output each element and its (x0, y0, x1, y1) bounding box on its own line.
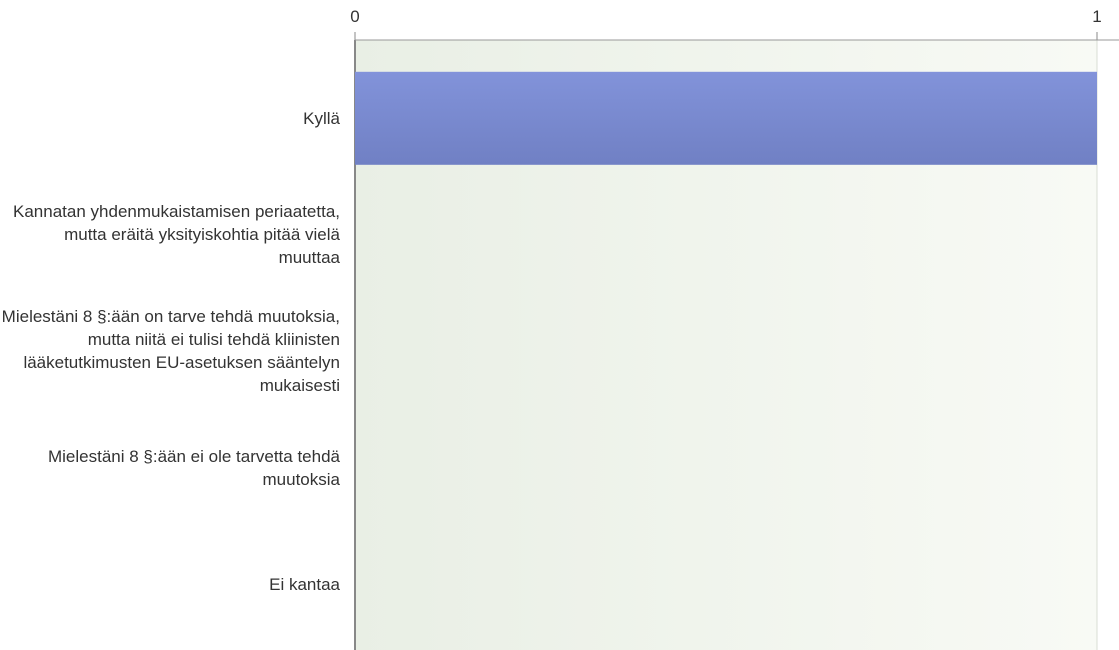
y-tick-label: Kyllä (303, 108, 340, 128)
bar (355, 71, 1097, 165)
y-tick-label-box: Kannatan yhdenmukaistamisen periaatetta,… (0, 177, 340, 294)
y-tick-label-box: Ei kantaa (0, 526, 340, 643)
x-tick-label: 1 (1092, 7, 1101, 26)
y-tick-label: Mielestäni 8 §:ään ei ole tarvetta tehdä… (47, 447, 340, 490)
y-tick-label: Ei kantaa (269, 575, 340, 595)
y-tick-label: Mielestäni 8 §:ään on tarve tehdä muutok… (1, 307, 340, 396)
y-tick-label-box: Mielestäni 8 §:ään ei ole tarvetta tehdä… (0, 410, 340, 527)
x-tick-label: 0 (350, 7, 359, 26)
y-tick-label-box: Mielestäni 8 §:ään on tarve tehdä muutok… (0, 293, 340, 410)
y-tick-label: Kannatan yhdenmukaistamisen periaatetta,… (13, 202, 340, 268)
y-tick-label-box: Kyllä (0, 60, 340, 177)
